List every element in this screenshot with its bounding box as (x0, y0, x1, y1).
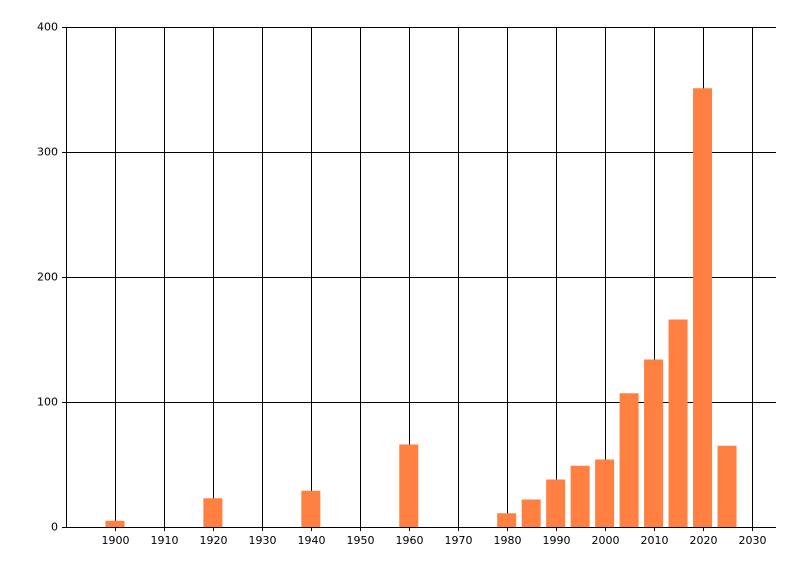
bar (521, 499, 541, 527)
bar (595, 459, 615, 527)
bar (203, 498, 223, 527)
x-tick-label: 1900 (102, 534, 130, 547)
bar (619, 393, 639, 527)
y-tick-label: 400 (37, 21, 58, 34)
bar (668, 319, 688, 527)
x-tick-label: 1980 (494, 534, 522, 547)
x-tick-label: 2030 (739, 534, 767, 547)
bar (570, 465, 590, 527)
y-tick-label: 100 (37, 396, 58, 409)
y-tick-label: 200 (37, 271, 58, 284)
x-tick-label: 1990 (543, 534, 571, 547)
bar (497, 513, 517, 527)
x-tick-label: 2000 (592, 534, 620, 547)
x-tick-label: 1930 (249, 534, 277, 547)
bar (644, 359, 664, 527)
x-tick-label: 1950 (347, 534, 375, 547)
y-tick-label: 0 (51, 521, 58, 534)
x-tick-label: 2020 (690, 534, 718, 547)
bar (693, 88, 713, 527)
bar (546, 479, 566, 527)
bar (105, 520, 125, 527)
x-tick-label: 1910 (151, 534, 179, 547)
x-tick-label: 1970 (445, 534, 473, 547)
bar (301, 490, 321, 527)
x-tick-label: 1960 (396, 534, 424, 547)
bar (717, 445, 737, 527)
y-tick-label: 300 (37, 146, 58, 159)
bar (399, 444, 419, 527)
x-tick-label: 1940 (298, 534, 326, 547)
x-tick-label: 2010 (641, 534, 669, 547)
x-tick-label: 1920 (200, 534, 228, 547)
